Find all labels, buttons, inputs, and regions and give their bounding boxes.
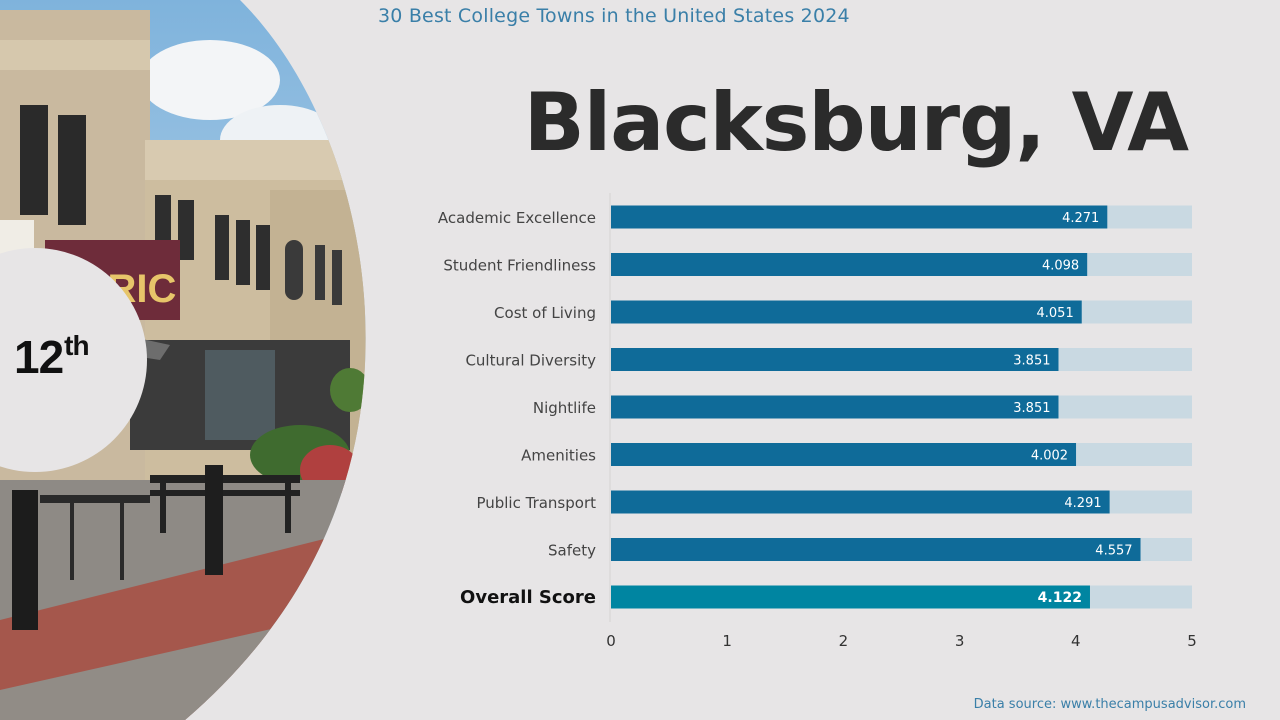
category-label: Student Friendliness <box>443 257 596 275</box>
data-label: 3.851 <box>1013 401 1050 416</box>
bar <box>611 443 1077 466</box>
page-title: Blacksburg, VA <box>523 76 1189 169</box>
bar <box>611 538 1141 561</box>
category-label: Cost of Living <box>494 304 596 322</box>
bar <box>611 585 1090 609</box>
x-tick-label: 2 <box>839 632 849 650</box>
bar <box>611 205 1108 229</box>
x-tick-label: 4 <box>1071 632 1081 650</box>
rank-number: 12 <box>14 331 64 383</box>
bar <box>611 395 1059 419</box>
data-label: 4.557 <box>1095 544 1132 559</box>
bar <box>611 253 1088 276</box>
x-tick-label: 3 <box>955 632 965 650</box>
data-label: 4.002 <box>1031 449 1068 464</box>
category-label: Nightlife <box>533 399 596 417</box>
category-label: Safety <box>548 542 596 560</box>
rank-label: 12th <box>14 330 90 384</box>
rank-circle <box>0 248 147 472</box>
data-label: 4.122 <box>1038 590 1082 606</box>
data-label: 3.851 <box>1013 354 1050 369</box>
data-label: 4.098 <box>1042 259 1079 274</box>
bar <box>611 348 1059 371</box>
rank-suffix: th <box>64 330 89 361</box>
bar <box>611 490 1110 514</box>
category-label: Public Transport <box>476 494 596 512</box>
page-subtitle: 30 Best College Towns in the United Stat… <box>378 5 850 27</box>
data-label: 4.291 <box>1064 496 1101 511</box>
data-source-note: Data source: www.thecampusadvisor.com <box>973 697 1246 712</box>
category-label: Cultural Diversity <box>465 352 596 370</box>
category-label: Amenities <box>521 447 596 465</box>
category-label: Academic Excellence <box>438 209 596 227</box>
x-tick-label: 0 <box>606 632 616 650</box>
data-label: 4.271 <box>1062 211 1099 226</box>
category-label: Overall Score <box>460 587 596 608</box>
bar <box>611 300 1082 324</box>
x-tick-label: 1 <box>722 632 732 650</box>
data-label: 4.051 <box>1037 306 1074 321</box>
x-tick-label: 5 <box>1187 632 1197 650</box>
